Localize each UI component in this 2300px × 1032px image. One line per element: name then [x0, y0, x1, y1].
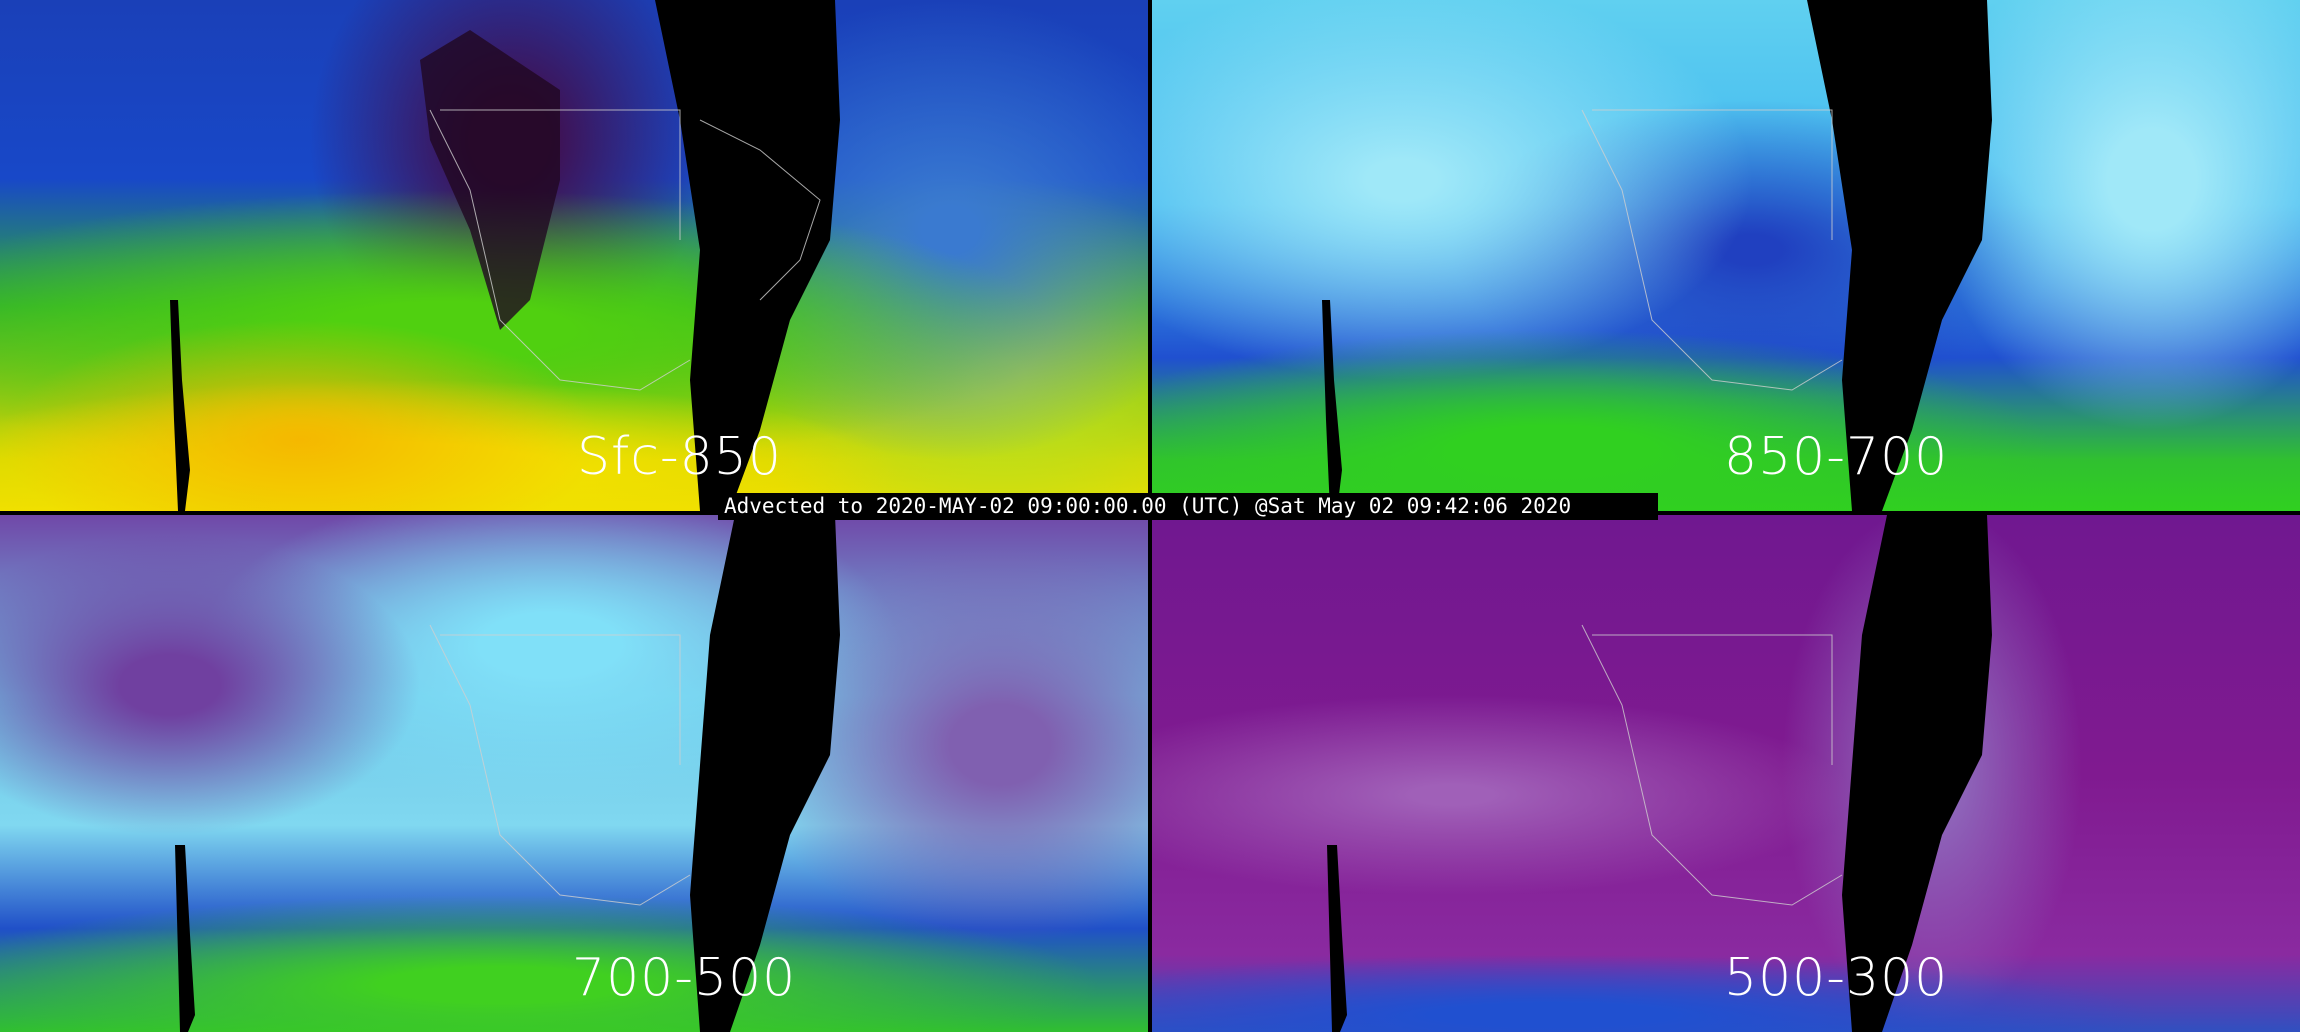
panel-label: 700-500: [572, 948, 797, 1008]
panel-label: 850-700: [1724, 427, 1949, 487]
no-data-region: [690, 515, 840, 1032]
no-data-region: [1322, 300, 1342, 511]
no-data-region: [655, 0, 840, 511]
no-data-region: [170, 300, 190, 511]
map-outlines: [429, 624, 691, 906]
panel-850-700: 850-700: [1152, 0, 2300, 511]
no-data-region: [1842, 515, 1992, 1032]
satellite-image: [1327, 515, 1992, 1032]
map-outlines: [429, 109, 821, 391]
panel-sfc-850: Sfc-850: [0, 0, 1148, 511]
map-outlines: [1581, 624, 1843, 906]
dry-region: [420, 30, 560, 330]
no-data-region: [1327, 845, 1347, 1032]
no-data-region: [1807, 0, 1992, 511]
panel-500-300: 500-300: [1152, 515, 2300, 1032]
satellite-image: [175, 515, 840, 1032]
panel-700-500: 700-500: [0, 515, 1148, 1032]
no-data-region: [175, 845, 195, 1032]
timestamp-title-bar: Advected to 2020-MAY-02 09:00:00.00 (UTC…: [718, 493, 1658, 520]
panel-label: 500-300: [1724, 948, 1949, 1008]
satellite-image: [1322, 0, 1992, 511]
satellite-image: [170, 0, 840, 511]
map-outlines: [1581, 109, 1843, 391]
panel-label: Sfc-850: [577, 427, 782, 487]
